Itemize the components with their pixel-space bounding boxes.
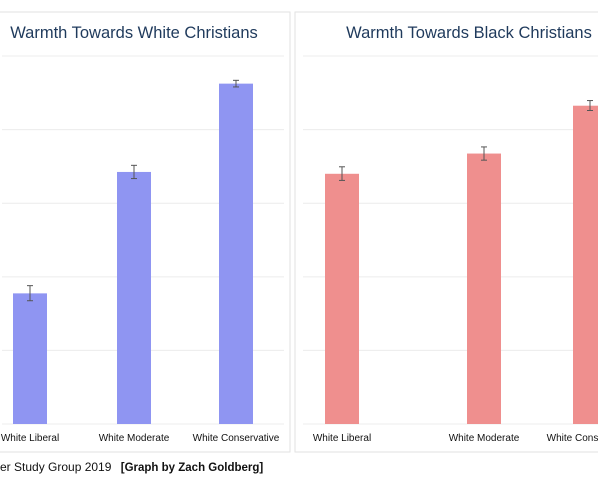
bar xyxy=(325,173,359,424)
x-tick-label: White Liberal xyxy=(313,433,371,444)
footer: er Study Group 2019 [Graph by Zach Goldb… xyxy=(0,460,598,478)
x-tick-label: White Conservative xyxy=(193,433,280,444)
source-note: er Study Group 2019 xyxy=(0,460,112,474)
bar xyxy=(117,171,151,424)
bar xyxy=(467,153,501,425)
graph-credit: [Graph by Zach Goldberg] xyxy=(120,462,264,474)
right-chart-title: Warmth Towards Black Christians xyxy=(346,24,592,42)
x-tick-label: White Moderate xyxy=(449,433,520,444)
figure: Warmth Towards White Christians Warmth T… xyxy=(0,11,598,453)
x-tick-label: White Moderate xyxy=(99,433,170,444)
bar xyxy=(13,293,47,424)
bar xyxy=(573,105,598,424)
x-tick-label: White Conservative xyxy=(547,433,598,444)
bar xyxy=(219,83,253,424)
x-tick-label: White Liberal xyxy=(1,433,59,444)
left-chart-title: Warmth Towards White Christians xyxy=(10,24,258,42)
